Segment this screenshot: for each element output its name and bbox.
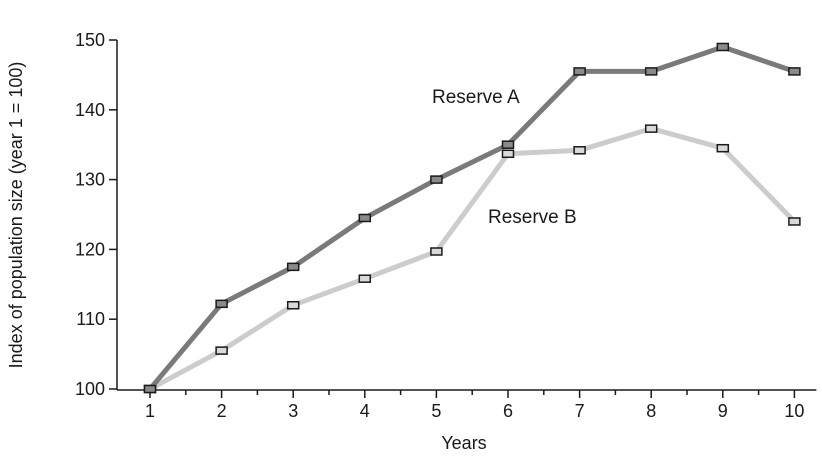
y-tick-label: 100 — [75, 379, 105, 399]
y-tick-label: 130 — [75, 170, 105, 190]
x-axis-label: Years — [441, 433, 486, 453]
x-tick-label: 3 — [288, 401, 298, 421]
data-point — [358, 274, 372, 283]
x-tick-label: 8 — [646, 401, 656, 421]
data-point — [358, 213, 372, 223]
x-tick-label: 9 — [718, 401, 728, 421]
data-point — [215, 346, 228, 355]
series-line-reserve-b — [147, 126, 797, 392]
data-point — [716, 143, 730, 153]
series-label-reserve-b: Reserve B — [488, 207, 577, 228]
x-tick-label: 2 — [217, 401, 227, 421]
data-point — [573, 67, 586, 76]
x-tick-label: 4 — [360, 401, 370, 421]
series-label-reserve-a: Reserve A — [432, 87, 520, 108]
series-layer — [143, 42, 801, 394]
data-point — [644, 67, 658, 76]
data-point — [501, 140, 515, 149]
data-point — [644, 124, 658, 133]
data-point — [788, 217, 801, 226]
data-point — [788, 67, 801, 76]
y-tick-label: 120 — [75, 239, 105, 259]
series-reserve-b — [143, 124, 801, 394]
data-point — [286, 262, 300, 272]
data-point — [430, 175, 443, 184]
data-point — [143, 384, 157, 394]
data-point — [286, 300, 300, 310]
y-tick-label: 150 — [75, 30, 105, 50]
data-point — [573, 146, 586, 155]
data-point — [716, 42, 730, 52]
y-tick-label: 140 — [75, 100, 105, 120]
x-tick-label: 5 — [431, 401, 441, 421]
y-axis-label: Index of population size (year 1 = 100) — [6, 62, 26, 369]
data-point — [430, 247, 443, 256]
series-reserve-a — [143, 42, 801, 394]
data-point — [215, 299, 228, 309]
x-tick-label: 1 — [145, 401, 155, 421]
labels: Years Index of population size (year 1 =… — [6, 62, 577, 453]
axes: 100 110 120 130 140 150 1 2 3 4 5 6 7 8 9 10 — [75, 30, 817, 421]
y-tick-label: 110 — [76, 309, 105, 329]
x-tick-label: 10 — [784, 401, 804, 421]
series-line-reserve-a — [147, 44, 797, 392]
x-tick-label: 6 — [503, 401, 513, 421]
x-tick-label: 7 — [575, 401, 585, 421]
data-point — [501, 149, 515, 159]
